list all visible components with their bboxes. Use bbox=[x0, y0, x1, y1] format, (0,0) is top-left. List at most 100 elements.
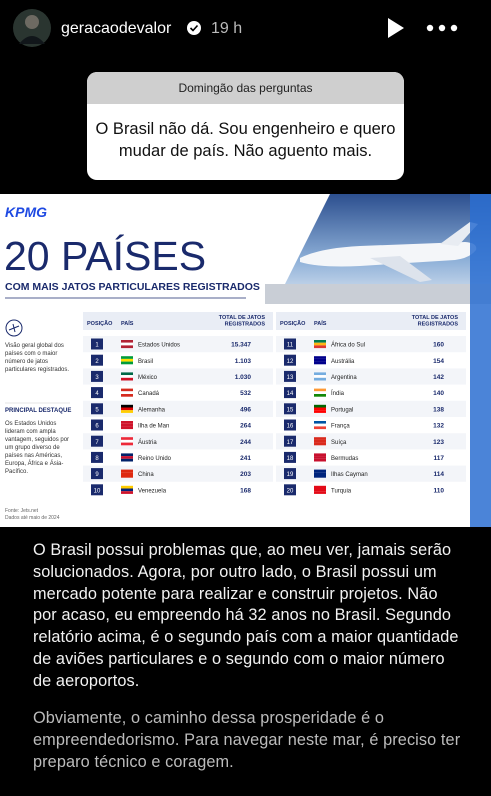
highlight-title: PRINCIPAL DESTAQUE bbox=[5, 408, 72, 414]
position: 4 bbox=[95, 391, 99, 397]
flag bbox=[314, 488, 326, 492]
jet-count: 496 bbox=[240, 406, 251, 413]
flag bbox=[314, 469, 326, 473]
flag bbox=[121, 375, 133, 378]
flag bbox=[314, 453, 326, 457]
flag bbox=[121, 377, 133, 381]
position: 17 bbox=[287, 440, 294, 446]
flag bbox=[314, 475, 326, 478]
jet-tail bbox=[440, 222, 478, 246]
position-badge bbox=[284, 370, 296, 382]
flag bbox=[314, 439, 326, 443]
flag bbox=[121, 391, 133, 394]
country: Bermudas bbox=[331, 456, 358, 462]
jet-count: 241 bbox=[240, 455, 251, 462]
flag bbox=[121, 423, 133, 427]
column-header: TOTAL DE JATOS REGISTRADOS bbox=[219, 315, 266, 328]
flag bbox=[314, 458, 326, 462]
flag bbox=[314, 356, 326, 359]
table-header bbox=[83, 312, 273, 330]
country: África do Sul bbox=[331, 342, 365, 349]
infographic-title: 20 PAÍSES bbox=[4, 233, 206, 279]
position-badge bbox=[91, 484, 103, 496]
more-button[interactable] bbox=[426, 24, 458, 32]
verified-badge bbox=[187, 21, 201, 35]
flag bbox=[314, 375, 326, 378]
country: Áustria bbox=[138, 439, 157, 446]
column-header: POSIÇÃO bbox=[280, 320, 306, 327]
country: França bbox=[331, 424, 350, 430]
country: Austrália bbox=[331, 359, 355, 365]
verified-check bbox=[189, 24, 199, 32]
country: Índia bbox=[331, 390, 345, 397]
position-badge bbox=[284, 468, 296, 480]
jet-count: 140 bbox=[433, 390, 444, 397]
column-header: PAÍS bbox=[121, 319, 134, 327]
username[interactable]: geracaodevalor bbox=[61, 20, 172, 37]
flag bbox=[121, 342, 133, 346]
jet-wing bbox=[370, 256, 432, 282]
jet-count: 142 bbox=[433, 374, 444, 381]
caption-paragraph: Obviamente, o caminho dessa prosperidade… bbox=[33, 709, 461, 771]
jet-count: 203 bbox=[240, 471, 251, 478]
country: Alemanha bbox=[138, 407, 166, 413]
position-badge bbox=[284, 484, 296, 496]
flag bbox=[121, 437, 133, 440]
brand-logo: KPMG bbox=[5, 204, 47, 220]
country: Suíça bbox=[331, 440, 347, 446]
position: 5 bbox=[95, 407, 99, 413]
position-badge bbox=[284, 435, 296, 447]
flag bbox=[121, 372, 133, 376]
country: Reino Unido bbox=[138, 456, 172, 462]
jet-count: 244 bbox=[240, 439, 251, 446]
position-badge bbox=[284, 354, 296, 366]
table-header bbox=[276, 312, 466, 330]
avatar-body bbox=[19, 36, 45, 44]
position-badge bbox=[91, 387, 103, 399]
flag bbox=[314, 361, 326, 365]
flag bbox=[314, 456, 326, 459]
jet-count: 532 bbox=[240, 390, 251, 397]
country: China bbox=[138, 472, 154, 478]
question-header bbox=[87, 72, 404, 104]
flag bbox=[121, 453, 133, 457]
position: 3 bbox=[95, 375, 99, 381]
jet-count: 154 bbox=[433, 358, 444, 365]
position-badge bbox=[284, 403, 296, 415]
position-badge bbox=[91, 403, 103, 415]
jet-count: 110 bbox=[434, 487, 445, 494]
position: 6 bbox=[95, 424, 99, 430]
flag bbox=[314, 407, 326, 411]
flag bbox=[121, 485, 133, 489]
jet-count: 1.103 bbox=[235, 358, 252, 365]
flag bbox=[121, 469, 133, 473]
question-title: Domingão das perguntas bbox=[178, 81, 313, 95]
infographic-subtitle: COM MAIS JATOS PARTICULARES REGISTRADOS bbox=[5, 281, 260, 293]
position: 2 bbox=[95, 359, 99, 365]
country: Canadá bbox=[138, 391, 160, 397]
position-badge bbox=[91, 468, 103, 480]
flag bbox=[121, 488, 133, 492]
country: Ilha de Man bbox=[138, 424, 169, 430]
position: 13 bbox=[287, 375, 294, 381]
country: Brasil bbox=[138, 359, 153, 365]
avatar-head bbox=[25, 15, 39, 29]
flag bbox=[121, 394, 133, 397]
data-date: Dados até maio de 2024 bbox=[5, 515, 60, 521]
country: México bbox=[138, 375, 158, 381]
flag bbox=[121, 340, 133, 343]
flag bbox=[314, 442, 326, 446]
jet-count: 264 bbox=[240, 423, 251, 430]
jet-body bbox=[300, 242, 477, 267]
flag bbox=[314, 372, 326, 376]
flag bbox=[314, 491, 326, 494]
position-badge bbox=[284, 451, 296, 463]
flag bbox=[121, 472, 133, 475]
flag bbox=[121, 426, 133, 430]
jet-count: 117 bbox=[434, 455, 445, 462]
country: Portugal bbox=[331, 407, 353, 413]
flag bbox=[121, 456, 133, 459]
play-button[interactable] bbox=[388, 18, 404, 38]
